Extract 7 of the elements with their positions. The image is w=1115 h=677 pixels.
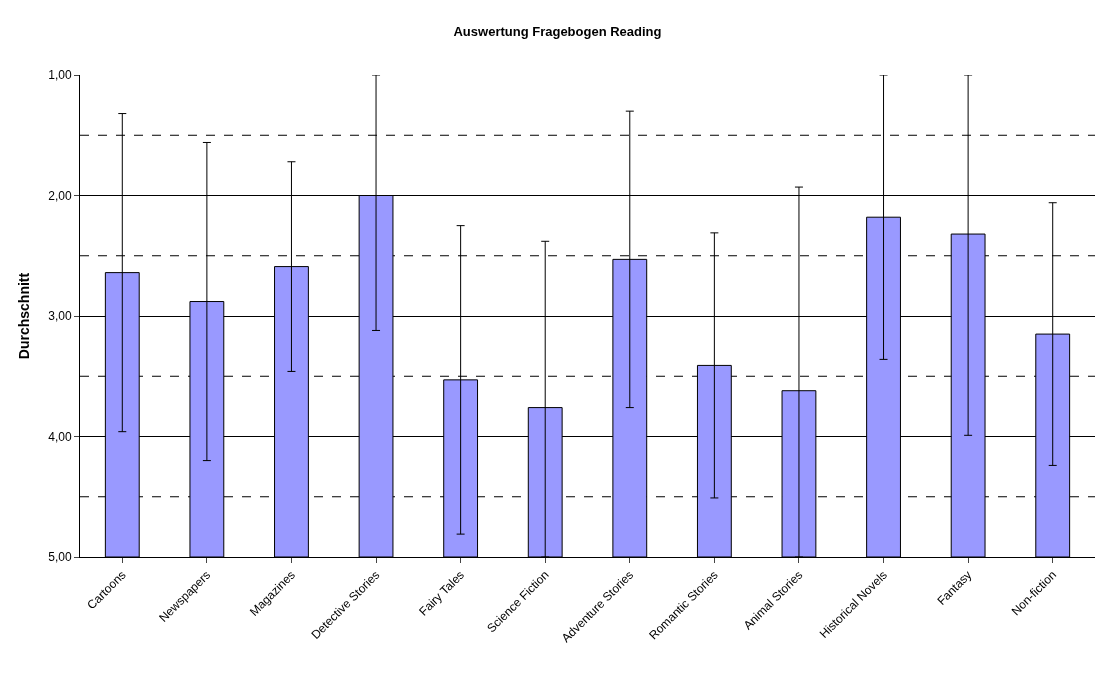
y-tick-label: 3,00 bbox=[48, 309, 72, 324]
y-tick-label: 4,00 bbox=[48, 429, 72, 444]
y-tick-label: 2,00 bbox=[48, 188, 72, 203]
y-axis-title: Durchschnitt bbox=[15, 272, 32, 360]
y-tick-label: 5,00 bbox=[48, 550, 72, 565]
chart-title: Auswertung Fragebogen Reading bbox=[453, 24, 662, 40]
y-tick-label: 1,00 bbox=[48, 68, 72, 83]
